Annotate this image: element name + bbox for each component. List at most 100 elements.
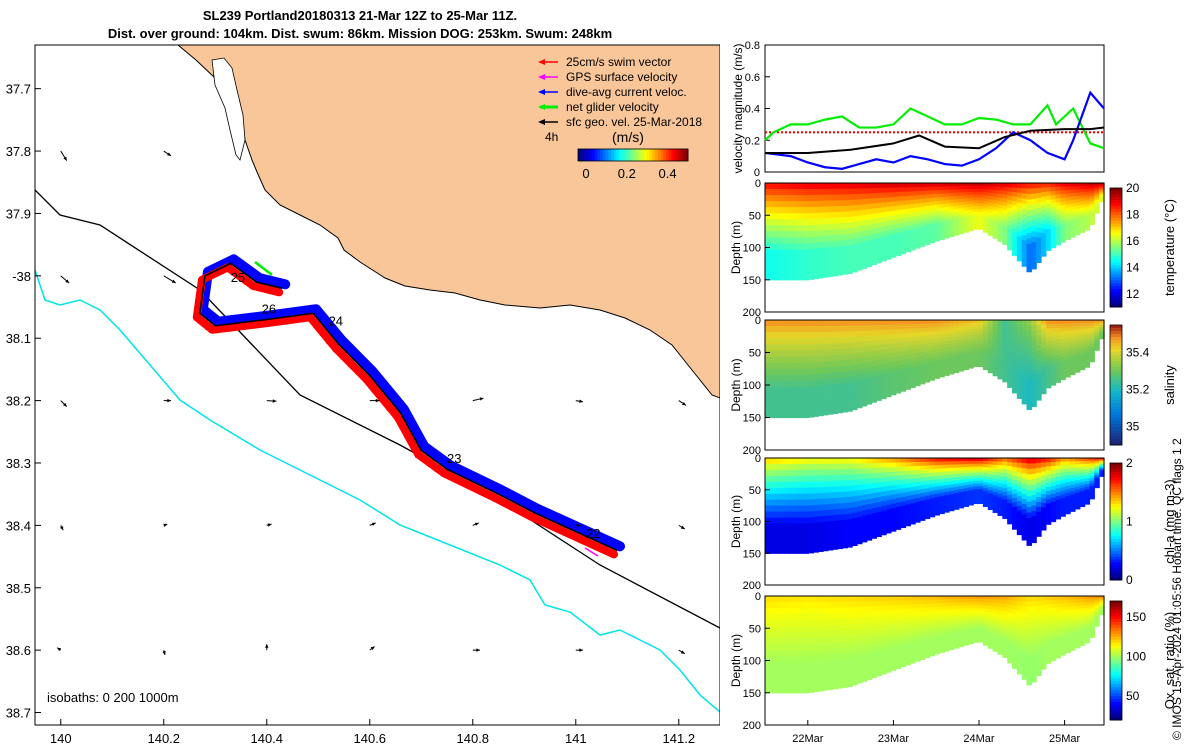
section-cell [1055, 213, 1062, 219]
section-cell [1089, 338, 1095, 342]
section-cell [978, 458, 984, 462]
map-y-tick-label: 38.6 [6, 643, 31, 658]
section-cell [949, 357, 955, 362]
section-cell [1007, 228, 1013, 234]
section-cell [886, 481, 892, 487]
section-cell [871, 503, 877, 509]
section-cell [973, 483, 979, 488]
section-cell [953, 221, 960, 226]
section-cell [939, 369, 945, 374]
section-cell [905, 230, 911, 236]
section-cell [827, 492, 834, 499]
section-cell [958, 335, 965, 340]
section-cell [774, 458, 781, 465]
section-cell [861, 204, 868, 211]
section-cell [1002, 603, 1008, 609]
section-cell [924, 510, 931, 516]
section-cell [808, 650, 815, 657]
section-colorbar-cell [1110, 541, 1122, 546]
section-cell [784, 219, 790, 226]
section-cell [963, 332, 969, 337]
surface-velocity-arrowhead [479, 397, 484, 401]
section-cell [929, 603, 936, 608]
section-cell [1079, 198, 1086, 203]
section-cell [1074, 189, 1081, 194]
section-cell [842, 205, 848, 213]
section-cell [823, 475, 829, 482]
section-cell [953, 489, 960, 494]
section-cell [808, 638, 815, 645]
section-cell [900, 626, 907, 632]
section-cell [1050, 465, 1057, 471]
section-cell [1084, 364, 1091, 368]
section-cell [1060, 227, 1066, 232]
section-cell [808, 540, 815, 548]
section-cell [1016, 236, 1023, 242]
section-cell [915, 324, 921, 329]
section-cell [890, 508, 897, 514]
section-cell [1094, 474, 1100, 478]
section-cell [827, 337, 834, 345]
section-cell [1089, 346, 1095, 350]
section-cell [900, 382, 907, 388]
map-x-tick-label: 140.8 [457, 731, 490, 746]
section-cell [871, 601, 877, 607]
section-cell [968, 203, 974, 208]
section-cell [813, 499, 819, 506]
section-cell [1045, 241, 1052, 247]
section-cell [798, 529, 805, 536]
section-cell [871, 616, 877, 623]
section-cell [1099, 325, 1105, 328]
section-cell [1002, 499, 1008, 504]
section-cell [1026, 518, 1032, 525]
section-cell [769, 680, 776, 688]
section-cell [827, 601, 834, 609]
section-cell [939, 218, 945, 223]
section-cell [1060, 349, 1066, 355]
section-cell [905, 376, 911, 382]
section-cell [827, 253, 834, 260]
section-cell [910, 612, 916, 618]
section-colorbar-label: temperature (°C) [1162, 199, 1177, 296]
section-cell [978, 188, 984, 193]
section-cell [1074, 199, 1081, 203]
section-cell [1099, 469, 1105, 472]
section-cell [827, 355, 834, 362]
section-cell [1045, 458, 1052, 463]
section-cell [823, 684, 829, 691]
section-cell [784, 487, 790, 495]
section-cell [837, 211, 844, 219]
section-cell [915, 348, 921, 354]
section-cell [866, 611, 873, 618]
section-cell [794, 547, 800, 554]
section-cell [813, 458, 819, 465]
section-colorbar-tick: 35 [1126, 420, 1140, 434]
section-cell [1036, 212, 1042, 219]
section-cell [765, 596, 771, 603]
section-cell [813, 254, 819, 262]
section-cell [1031, 363, 1037, 370]
section-cell [798, 458, 805, 465]
section-cell [1041, 516, 1047, 522]
section-cell [1045, 362, 1052, 368]
section-cell [1065, 186, 1071, 191]
section-cell [774, 219, 781, 226]
section-cell [1021, 351, 1028, 358]
section-cell [910, 462, 916, 467]
section-cell [1007, 633, 1013, 639]
section-cell [1007, 383, 1013, 388]
section-cell [919, 496, 926, 502]
section-cell [900, 510, 907, 516]
section-cell [987, 369, 994, 374]
section-cell [890, 521, 897, 528]
section-cell [1070, 458, 1076, 462]
section-cell [905, 626, 911, 631]
section-cell [852, 458, 858, 465]
section-cell [939, 373, 945, 378]
section-cell [861, 515, 868, 522]
section-cell [987, 625, 994, 630]
section-cell [934, 345, 940, 350]
section-cell [794, 458, 800, 465]
section-cell [842, 647, 848, 654]
section-cell [827, 475, 834, 482]
